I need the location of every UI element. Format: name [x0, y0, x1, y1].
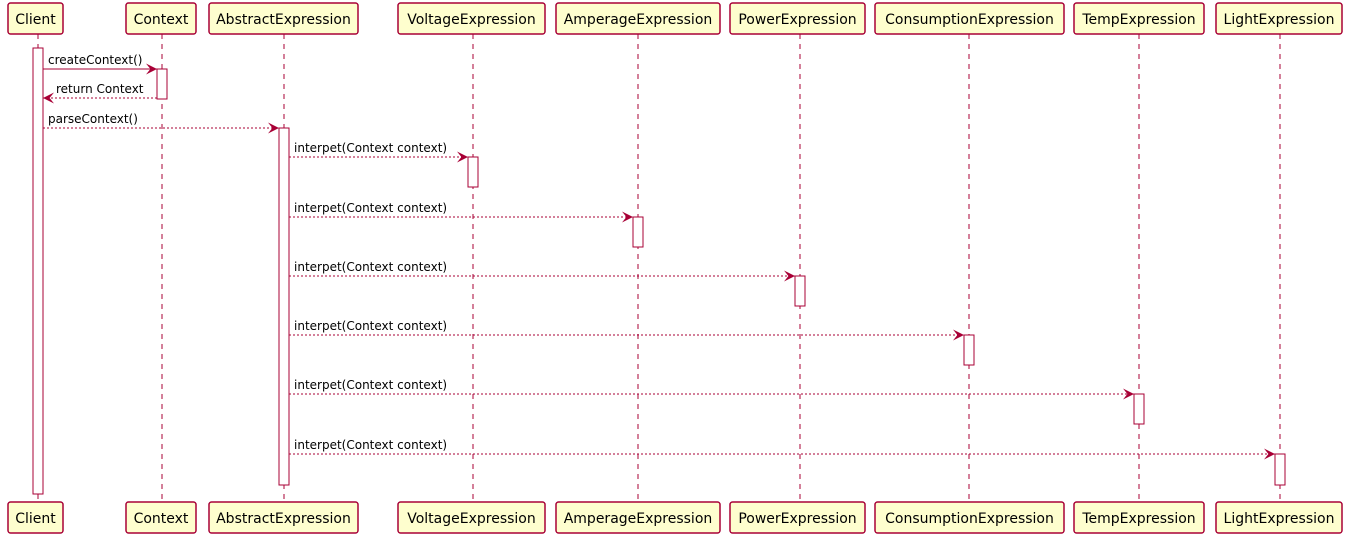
participant-context-bottom: Context — [125, 501, 197, 534]
message-context-to-client: return Context — [43, 82, 157, 104]
activation-client — [32, 47, 44, 495]
participant-label: Context — [134, 511, 189, 527]
message-label: interpet(Context context) — [294, 319, 447, 333]
participant-label: ConsumptionExpression — [885, 511, 1054, 527]
participant-label: VoltageExpression — [407, 12, 536, 28]
participant-temp-bottom: TempExpression — [1073, 501, 1205, 534]
message-label: interpet(Context context) — [294, 201, 447, 215]
message-client-to-context: createContext() — [43, 53, 157, 75]
message-abstract-to-amperage: interpet(Context context) — [289, 201, 633, 223]
activation-temp — [1133, 393, 1145, 425]
participant-label: PowerExpression — [738, 511, 856, 527]
activation-power — [794, 275, 806, 307]
participant-power-top: PowerExpression — [729, 2, 866, 35]
activation-amperage — [632, 216, 644, 248]
participant-consumption-bottom: ConsumptionExpression — [874, 501, 1065, 534]
participant-voltage-bottom: VoltageExpression — [397, 501, 546, 534]
activation-light — [1274, 453, 1286, 486]
participant-abstract-top: AbstractExpression — [208, 2, 359, 35]
message-label: return Context — [56, 82, 144, 96]
participant-voltage-top: VoltageExpression — [397, 2, 546, 35]
message-abstract-to-consumption: interpet(Context context) — [289, 319, 964, 341]
participant-amperage-top: AmperageExpression — [555, 2, 721, 35]
message-abstract-to-power: interpet(Context context) — [289, 260, 795, 282]
message-abstract-to-voltage: interpet(Context context) — [289, 141, 468, 163]
message-label: createContext() — [48, 53, 142, 67]
message-label: interpet(Context context) — [294, 438, 447, 452]
participant-label: Context — [134, 12, 189, 28]
participant-label: PowerExpression — [738, 12, 856, 28]
participant-label: Client — [15, 12, 56, 28]
message-label: interpet(Context context) — [294, 378, 447, 392]
participant-label: AmperageExpression — [564, 511, 713, 527]
message-abstract-to-temp: interpet(Context context) — [289, 378, 1134, 400]
participant-label: Client — [15, 511, 56, 527]
participant-label: LightExpression — [1224, 511, 1335, 527]
activation-voltage — [467, 156, 479, 188]
participant-label: LightExpression — [1224, 12, 1335, 28]
participant-temp-top: TempExpression — [1073, 2, 1205, 35]
participant-label: AbstractExpression — [216, 511, 351, 527]
participant-label: AmperageExpression — [564, 12, 713, 28]
participant-amperage-bottom: AmperageExpression — [555, 501, 721, 534]
activation-context — [156, 68, 168, 100]
participant-label: ConsumptionExpression — [885, 12, 1054, 28]
participant-light-bottom: LightExpression — [1215, 501, 1343, 534]
participant-context-top: Context — [125, 2, 197, 35]
message-label: interpet(Context context) — [294, 141, 447, 155]
message-label: interpet(Context context) — [294, 260, 447, 274]
participant-client-bottom: Client — [7, 501, 64, 534]
participant-light-top: LightExpression — [1215, 2, 1343, 35]
message-client-to-abstract: parseContext() — [43, 112, 279, 134]
participant-label: VoltageExpression — [407, 511, 536, 527]
activation-abstract — [278, 127, 290, 486]
message-abstract-to-light: interpet(Context context) — [289, 438, 1275, 460]
participant-power-bottom: PowerExpression — [729, 501, 866, 534]
participant-label: AbstractExpression — [216, 12, 351, 28]
participant-label: TempExpression — [1081, 511, 1195, 527]
message-label: parseContext() — [48, 112, 138, 126]
participant-client-top: Client — [7, 2, 64, 35]
participant-consumption-top: ConsumptionExpression — [874, 2, 1065, 35]
participant-label: TempExpression — [1081, 12, 1195, 28]
activation-consumption — [963, 334, 975, 366]
participant-abstract-bottom: AbstractExpression — [208, 501, 359, 534]
